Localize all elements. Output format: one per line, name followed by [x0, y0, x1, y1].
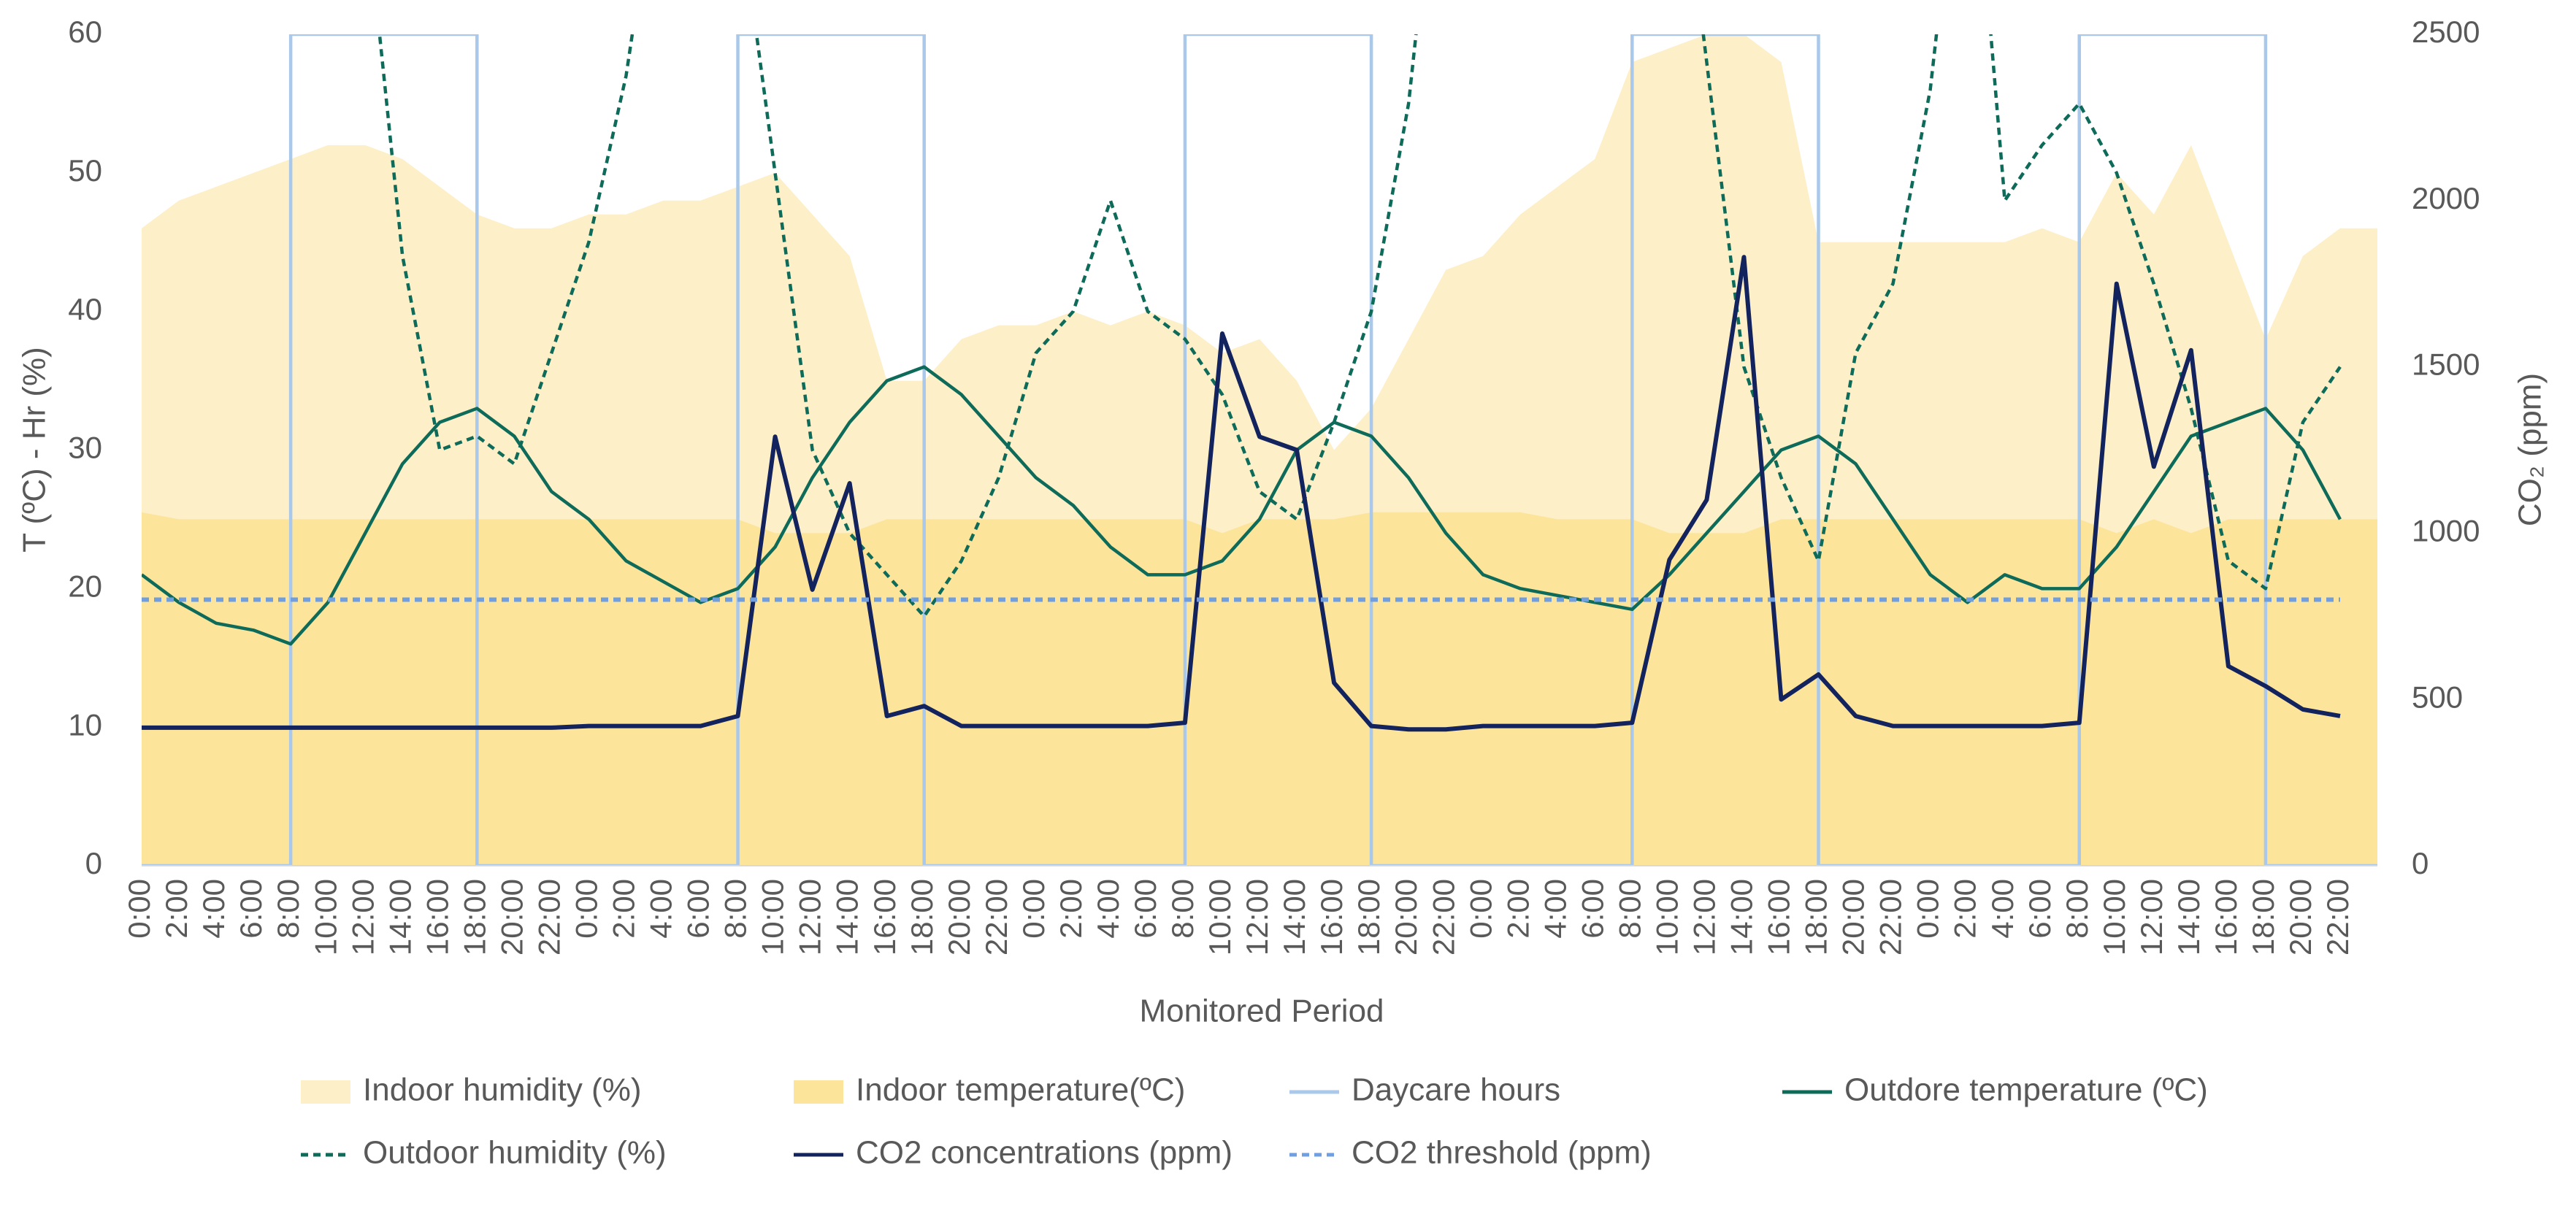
- y2-tick-label: 0: [2412, 846, 2429, 880]
- x-tick-label: 20:00: [494, 879, 529, 955]
- x-tick-label: 20:00: [1836, 879, 1871, 955]
- x-tick-label: 4:00: [1985, 879, 2020, 939]
- x-tick-label: 12:00: [345, 879, 380, 955]
- x-tick-label: 16:00: [867, 879, 902, 955]
- plot-area: [142, 34, 2377, 866]
- legend-label: CO2 concentrations (ppm): [856, 1135, 1233, 1171]
- x-tick-label: 6:00: [1128, 879, 1162, 939]
- legend-label: Indoor temperature(ºC): [856, 1072, 1185, 1108]
- x-tick-label: 2:00: [159, 879, 193, 939]
- x-tick-label: 2:00: [1054, 879, 1088, 939]
- x-tick-label: 6:00: [234, 879, 268, 939]
- x-tick-label: 14:00: [830, 879, 865, 955]
- x-tick-label: 0:00: [1911, 879, 1945, 939]
- y-tick-label: 20: [68, 569, 102, 603]
- x-tick-label: 16:00: [1314, 879, 1349, 955]
- x-tick-label: 16:00: [1762, 879, 1796, 955]
- x-tick-label: 20:00: [1389, 879, 1423, 955]
- x-tick-label: 18:00: [1799, 879, 1833, 955]
- x-tick-label: 2:00: [607, 879, 641, 939]
- x-tick-label: 0:00: [1016, 879, 1051, 939]
- x-tick-label: 0:00: [122, 879, 156, 939]
- y-tick-label: 10: [68, 707, 102, 742]
- x-tick-label: 20:00: [2283, 879, 2318, 955]
- x-tick-label: 4:00: [1538, 879, 1572, 939]
- legend-label: Indoor humidity (%): [363, 1072, 641, 1108]
- x-tick-label: 12:00: [1240, 879, 1274, 955]
- x-tick-label: 22:00: [1874, 879, 1908, 955]
- x-tick-label: 12:00: [793, 879, 827, 955]
- x-tick-label: 22:00: [2320, 879, 2355, 955]
- x-tick-label: 8:00: [2060, 879, 2094, 939]
- x-tick-label: 4:00: [644, 879, 678, 939]
- legend-swatch: [301, 1080, 350, 1104]
- y2-tick-label: 2500: [2412, 15, 2480, 49]
- x-tick-label: 18:00: [905, 879, 939, 955]
- x-axis-title: Monitored Period: [1139, 993, 1384, 1029]
- legend-label: CO2 threshold (ppm): [1352, 1135, 1652, 1171]
- y-tick-label: 30: [68, 431, 102, 465]
- legend-label: Outdoor humidity (%): [363, 1135, 667, 1171]
- x-tick-label: 4:00: [196, 879, 231, 939]
- x-tick-label: 18:00: [2246, 879, 2280, 955]
- legend-label: Daycare hours: [1352, 1072, 1560, 1108]
- x-tick-label: 2:00: [1948, 879, 1982, 939]
- x-tick-label: 0:00: [1463, 879, 1498, 939]
- y-axis-title: T (ºC) - Hr (%): [17, 347, 53, 553]
- x-tick-label: 10:00: [1649, 879, 1684, 955]
- x-tick-label: 10:00: [756, 879, 790, 955]
- line: [142, 365, 2342, 646]
- y-tick-label: 60: [68, 15, 102, 49]
- x-tick-label: 16:00: [2209, 879, 2243, 955]
- x-tick-label: 12:00: [1687, 879, 1721, 955]
- x-tick-label: 16:00: [420, 879, 454, 955]
- x-tick-label: 10:00: [2097, 879, 2131, 955]
- x-tick-label: 0:00: [569, 879, 603, 939]
- x-tick-label: 6:00: [681, 879, 716, 939]
- x-tick-label: 22:00: [979, 879, 1013, 955]
- x-tick-label: 14:00: [1725, 879, 1759, 955]
- x-tick-label: 18:00: [1352, 879, 1386, 955]
- x-tick-label: 12:00: [2134, 879, 2169, 955]
- x-tick-label: 4:00: [1091, 879, 1125, 939]
- x-tick-label: 8:00: [1612, 879, 1647, 939]
- x-tick-label: 22:00: [1426, 879, 1460, 955]
- x-tick-label: 14:00: [2171, 879, 2206, 955]
- x-tick-label: 8:00: [718, 879, 753, 939]
- line: [377, 34, 2342, 618]
- legend-swatch: [794, 1080, 843, 1104]
- legend-label: Outdore temperature (ºC): [1844, 1072, 2208, 1108]
- y-tick-label: 0: [85, 846, 102, 880]
- x-tick-label: 14:00: [383, 879, 417, 955]
- x-tick-label: 10:00: [1203, 879, 1237, 955]
- x-tick-label: 22:00: [532, 879, 566, 955]
- x-tick-label: 6:00: [2023, 879, 2057, 939]
- x-tick-label: 8:00: [271, 879, 305, 939]
- y-tick-label: 40: [68, 292, 102, 326]
- y2-tick-label: 1500: [2412, 347, 2480, 382]
- x-tick-label: 20:00: [942, 879, 976, 955]
- y2-tick-label: 2000: [2412, 181, 2480, 215]
- y2-tick-label: 500: [2412, 680, 2463, 714]
- x-tick-label: 8:00: [1165, 879, 1200, 939]
- y2-tick-label: 1000: [2412, 513, 2480, 547]
- x-tick-label: 6:00: [1575, 879, 1609, 939]
- x-tick-label: 2:00: [1500, 879, 1535, 939]
- line: [142, 255, 2341, 732]
- x-tick-label: 18:00: [457, 879, 491, 955]
- x-tick-label: 14:00: [1277, 879, 1311, 955]
- x-tick-label: 10:00: [308, 879, 342, 955]
- y2-axis-title: CO₂ (ppm): [2512, 373, 2548, 526]
- y-tick-label: 50: [68, 153, 102, 188]
